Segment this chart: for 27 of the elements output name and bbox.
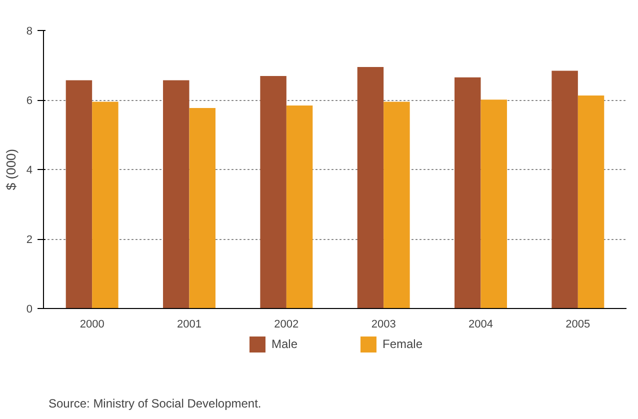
x-tick-label: 2005 [566, 318, 590, 330]
x-tick-label: 2000 [80, 318, 104, 330]
y-tick-label: 0 [26, 304, 33, 316]
legend-label: Male [271, 337, 298, 351]
y-tick-label: 2 [26, 234, 33, 246]
x-tick-label: 2004 [468, 318, 493, 330]
bar [66, 80, 92, 308]
y-axis-title: $ (000) [3, 148, 18, 190]
bar [480, 100, 507, 308]
source-note: Source: Ministry of Social Development. [48, 396, 262, 410]
bar [189, 108, 216, 308]
bar [286, 106, 313, 308]
x-tick-label: 2001 [177, 318, 202, 330]
y-tick-label: 6 [26, 95, 33, 107]
bar [578, 95, 604, 308]
legend-label: Female [382, 337, 423, 351]
bar [163, 80, 190, 308]
y-tick-label: 4 [26, 164, 33, 176]
x-tick-label: 2002 [274, 318, 299, 330]
x-tick-label: 2003 [371, 318, 396, 330]
bar [384, 102, 410, 308]
bar [454, 77, 481, 308]
bar [260, 76, 286, 308]
bar [552, 70, 578, 308]
bar [357, 66, 384, 308]
bar [92, 102, 118, 308]
y-tick-label: 8 [26, 26, 33, 38]
